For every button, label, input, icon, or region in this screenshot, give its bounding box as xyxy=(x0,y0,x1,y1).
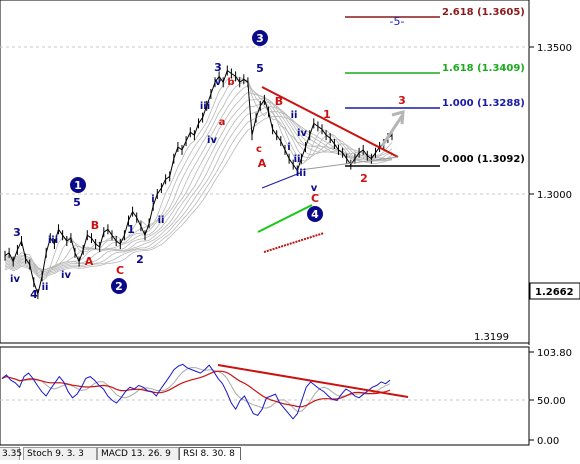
wave-blue-ii-b: ii xyxy=(158,215,165,226)
wave-blue-ii-d: ii xyxy=(294,154,301,165)
wave-circle-4-label: 4 xyxy=(311,208,319,221)
price-bars xyxy=(4,65,393,299)
blue-short-curve xyxy=(261,172,301,189)
wave-blue-i-a: i xyxy=(151,194,154,205)
wave-circle-4 xyxy=(307,206,323,222)
rsi-axis-label-0: 0.00 xyxy=(537,436,559,447)
wave-blue-v-b: v xyxy=(311,183,318,194)
tab-rsi[interactable]: RSI 8. 30. 8 xyxy=(179,447,241,460)
wave-red-B-a: B xyxy=(91,219,99,232)
wave-blue-ii-a: ii xyxy=(42,282,49,293)
tab-stoch[interactable]: Stoch 9. 3. 3 xyxy=(23,447,97,460)
wave-red-1: 1 xyxy=(323,108,331,121)
ma-ribbon-line-7 xyxy=(4,106,393,276)
wave-blue-v-a: v xyxy=(215,77,222,88)
rsi-main-line xyxy=(1,363,391,420)
moving-average-ribbon xyxy=(4,76,393,282)
wave-blue-iv-a: iv xyxy=(10,274,20,285)
wave-blue-iv-c: iv xyxy=(207,135,217,146)
ma-ribbon-line-2 xyxy=(4,81,393,271)
wave-blue-i-b: i xyxy=(287,142,290,153)
tab-prev[interactable]: 3.35 xyxy=(0,447,22,460)
axis-label-1-3000: 1.3000 xyxy=(537,190,572,201)
wave-red-c: c xyxy=(256,144,262,155)
wave-blue-iv-d: iv xyxy=(297,128,307,139)
rsi-axis-label-103: 103.80 xyxy=(537,348,572,359)
ma-ribbon-line-8 xyxy=(4,111,392,277)
wave-blue-3-b: 3 xyxy=(214,61,222,74)
wave-red-C-a: C xyxy=(116,264,124,277)
rsi-panel-border xyxy=(0,346,530,446)
ma-ribbon-line-5 xyxy=(4,97,393,273)
dark-red-channel-line xyxy=(263,232,325,253)
fib-label-1000: 1.000 (1.3288) xyxy=(442,98,525,109)
projection-arrow-line xyxy=(380,115,404,147)
rsi-axis-label-50: 50.00 xyxy=(537,396,566,407)
ma-ribbon-line-3 xyxy=(4,85,393,270)
wave-blue-iii-a: iii xyxy=(48,235,58,246)
wave-red-b: b xyxy=(227,77,234,88)
projection-arrow-head xyxy=(391,109,405,125)
wave-blue-3-a: 3 xyxy=(13,226,21,239)
wave-red-A-b: A xyxy=(258,157,267,170)
ma-ribbon-line-6 xyxy=(4,101,392,275)
axis-label-1-3500: 1.3500 xyxy=(537,43,572,54)
rsi-signal-gray-line xyxy=(1,366,391,413)
rsi-signal-red-line xyxy=(1,370,391,408)
rsi-axis-area xyxy=(530,347,580,445)
wave-red-2: 2 xyxy=(360,172,368,185)
green-channel-line xyxy=(257,204,313,233)
wave-circle-1 xyxy=(70,177,86,193)
wave-blue-iii-c: iii xyxy=(296,168,306,179)
wave-blue-2-a: 2 xyxy=(136,253,144,266)
wave-labels: 1 2 3 4 3 iv 4 ii iii iv 5 1 2 i ii iii … xyxy=(10,15,406,301)
wave-red-B-b: B xyxy=(275,95,283,108)
wave-circle-1-label: 1 xyxy=(74,179,82,192)
ma-ribbon-line-1 xyxy=(4,79,393,275)
wave-circle-3-label: 3 xyxy=(256,32,264,45)
ma-ribbon-line-0 xyxy=(4,76,393,282)
main-panel-border xyxy=(0,0,530,344)
wave-red-C-b: C xyxy=(311,192,319,205)
fib-label-0000: 0.000 (1.3092) xyxy=(442,154,525,165)
wave-circle-3 xyxy=(252,30,268,46)
wave-blue-iii-b: iii xyxy=(200,101,210,112)
wave-blue-ii-c: ii xyxy=(291,110,298,121)
tab-macd[interactable]: MACD 13. 26. 9 xyxy=(97,447,179,460)
wave-red-a: a xyxy=(219,117,226,128)
fib-label-1618: 1.618 (1.3409) xyxy=(442,63,525,74)
rsi-trendline xyxy=(217,364,409,398)
wave-red-A-a: A xyxy=(85,255,94,268)
triangle-upper-trendline xyxy=(261,86,399,158)
fib-label-2618: 2.618 (1.3605) xyxy=(442,7,525,18)
wave-circle-2-label: 2 xyxy=(115,280,123,293)
ma-ribbon-line-9 xyxy=(4,115,393,279)
white-channel-line xyxy=(259,209,317,237)
wave-blue-iv-b: iv xyxy=(61,270,71,281)
wave-blue-minus5: -5- xyxy=(390,15,405,28)
wave-red-3: 3 xyxy=(398,94,406,107)
lower-price-readout: 1.3199 xyxy=(474,332,509,343)
wave-blue-4-a: 4 xyxy=(30,288,38,301)
wave-circle-2 xyxy=(111,278,127,294)
wave-blue-1-a: 1 xyxy=(127,223,135,236)
wave-blue-5-b: 5 xyxy=(256,62,264,75)
axis-label-1-2662: 1.2662 xyxy=(535,287,574,298)
wave-blue-5-a: 5 xyxy=(73,196,81,209)
current-price-box xyxy=(529,282,580,300)
triangle-lower-trendline xyxy=(299,156,399,171)
